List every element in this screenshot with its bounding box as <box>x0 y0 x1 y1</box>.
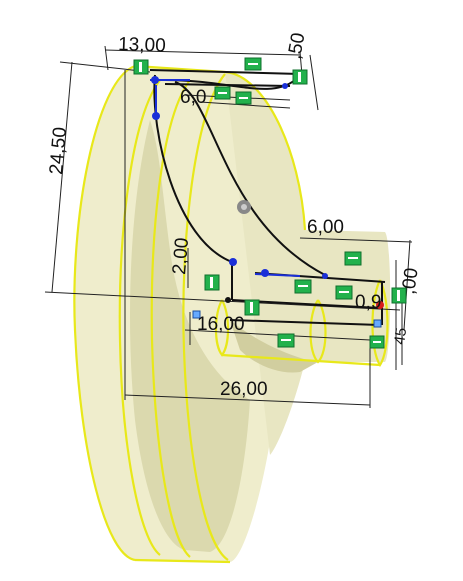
dimension-x-00: ,00 <box>398 267 422 296</box>
dimension-6-0: 6,0 <box>180 87 206 108</box>
edge-disk-inner-3[interactable] <box>182 73 229 561</box>
edge-disk-inner-1[interactable] <box>118 79 161 556</box>
sketch-point <box>229 258 237 266</box>
sketch-outer-curve[interactable] <box>153 74 233 263</box>
horizontal-relation-icon <box>244 57 262 71</box>
edge-disk-right[interactable] <box>224 70 307 231</box>
dimension-6-00: 6,00 <box>307 217 344 238</box>
edge-disk-bottom[interactable] <box>134 558 231 564</box>
dimension-0-9: 0,9 <box>355 292 381 313</box>
dimension-13: 13,00 <box>118 34 166 57</box>
horizontal-relation-icon <box>277 333 295 348</box>
vertical-relation-icon <box>292 69 308 85</box>
sketch-top-line-2[interactable] <box>164 83 291 87</box>
vertical-relation-icon <box>244 299 260 316</box>
dimension-2-00: 2,00 <box>169 237 193 276</box>
selection-point-icon[interactable] <box>192 310 201 319</box>
sketch-point <box>282 83 288 89</box>
endpoint-red <box>376 301 384 309</box>
horizontal-relation-icon <box>235 91 252 105</box>
dimension-24-50: 24,50 <box>46 126 71 175</box>
horizontal-relation-icon <box>294 279 312 294</box>
vertical-relation-icon <box>204 274 220 291</box>
horizontal-relation-icon <box>335 285 353 300</box>
sketch-point <box>225 297 231 303</box>
relations[interactable] <box>133 57 407 349</box>
edge-disk-inner-2[interactable] <box>150 79 191 558</box>
sketch-hub-bottom[interactable] <box>229 319 381 326</box>
edge-disk-left[interactable] <box>73 64 136 562</box>
vertical-relation-icon <box>133 59 149 75</box>
dimension-45: 45 <box>391 327 410 346</box>
dimension-26-00: 26,00 <box>220 379 268 400</box>
origin-icon[interactable] <box>237 200 251 214</box>
selection-point-icon[interactable] <box>373 319 382 328</box>
dimension-labels[interactable]: 13,00 ,50 24,50 6,0 6,00 2,00 16,00 ,00 … <box>46 31 423 400</box>
sketch-points[interactable] <box>150 74 384 309</box>
dimension-050: ,50 <box>284 31 309 61</box>
horizontal-relation-icon <box>369 335 385 349</box>
sketch-inner-curve[interactable] <box>174 81 326 276</box>
dimension-16-00: 16,00 <box>197 314 245 335</box>
sketch-top-line[interactable] <box>149 69 301 75</box>
sketch-point <box>261 269 269 277</box>
sketch-point <box>322 273 328 279</box>
blue-direction-line <box>254 273 301 277</box>
horizontal-relation-icon <box>344 251 362 266</box>
edge-hub-bottom[interactable] <box>221 353 381 367</box>
vertical-relation-icon <box>391 287 407 304</box>
horizontal-relation-icon <box>214 86 231 100</box>
